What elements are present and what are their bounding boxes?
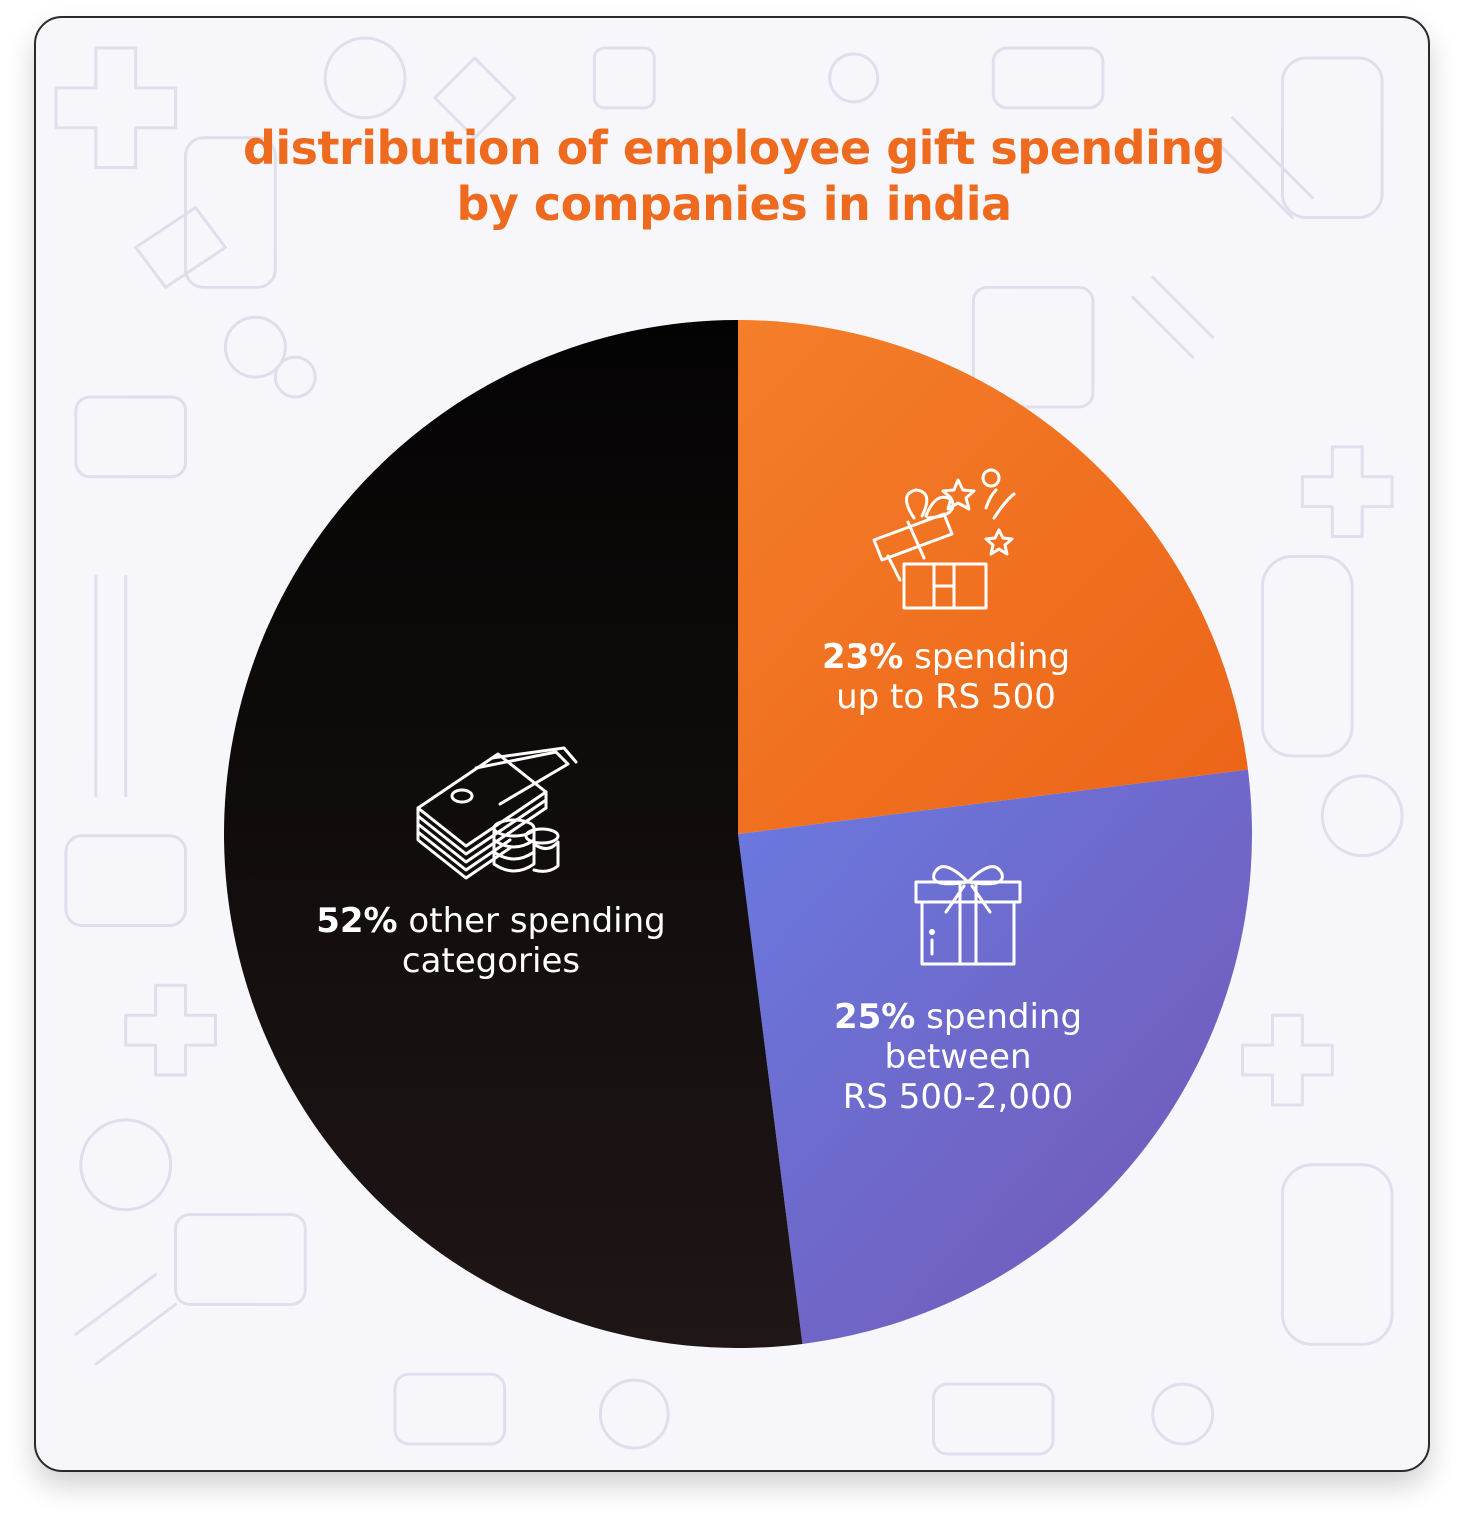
- svg-text:23% spending: 23% spending: [822, 637, 1070, 677]
- gift-box-ribbon-icon: [914, 865, 1022, 966]
- chart-title: distribution of employee gift spending b…: [36, 120, 1428, 232]
- svg-text:52% other spending: 52% other spending: [316, 901, 666, 941]
- pie-slice-52: [224, 320, 803, 1348]
- slice-label-52: 52% other spending categories: [316, 901, 666, 981]
- money-stack-coins-icon: [416, 746, 578, 880]
- pie-slice-23: [738, 320, 1248, 834]
- slice-label-25-line-3: RS 500-2,000: [843, 1077, 1074, 1117]
- slice-label-25: 25% spending between RS 500-2,000: [834, 997, 1082, 1117]
- pie-slice-25: [738, 769, 1252, 1344]
- chart-card: distribution of employee gift spending b…: [34, 16, 1430, 1472]
- slice-label-25-line-2: between: [884, 1037, 1031, 1077]
- slice-label-23-line-2: up to RS 500: [836, 677, 1056, 717]
- pie-chart: 23% spending up to RS 500 25% spending b…: [224, 320, 1252, 1348]
- slice-label-52-line-2: categories: [402, 941, 580, 981]
- chart-title-line-2: by companies in india: [456, 177, 1012, 231]
- chart-title-line-1: distribution of employee gift spending: [242, 121, 1226, 175]
- svg-text:25% spending: 25% spending: [834, 997, 1082, 1037]
- slice-label-52-pct: 52%: [316, 901, 397, 941]
- gift-box-open-icon: [872, 468, 1016, 610]
- slice-label-52-line-1: other spending: [398, 901, 666, 941]
- background-doodle-pattern: [54, 36, 1404, 1456]
- slice-label-23-line-1: spending: [903, 637, 1070, 677]
- slice-label-23-pct: 23%: [822, 637, 903, 677]
- slice-label-25-line-1: spending: [915, 997, 1082, 1037]
- slice-label-25-pct: 25%: [834, 997, 915, 1037]
- slice-label-23: 23% spending up to RS 500: [822, 637, 1070, 717]
